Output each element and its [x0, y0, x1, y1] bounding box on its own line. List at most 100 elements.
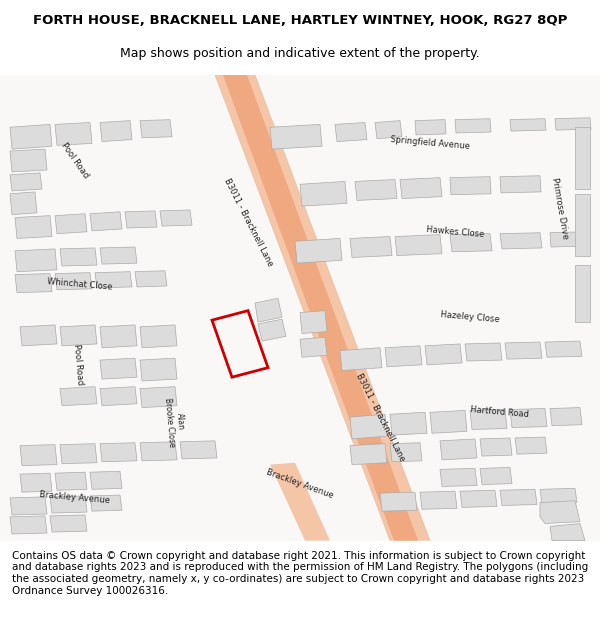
Polygon shape	[300, 338, 327, 357]
Polygon shape	[510, 409, 547, 428]
Polygon shape	[100, 358, 137, 379]
Polygon shape	[55, 122, 92, 146]
Text: Contains OS data © Crown copyright and database right 2021. This information is : Contains OS data © Crown copyright and d…	[12, 551, 588, 596]
Text: Primrose Drive: Primrose Drive	[550, 176, 570, 239]
Polygon shape	[480, 438, 512, 456]
Text: B3011 - Bracknell Lane: B3011 - Bracknell Lane	[222, 177, 274, 268]
Polygon shape	[20, 444, 57, 466]
Polygon shape	[180, 441, 217, 459]
Polygon shape	[100, 325, 137, 348]
Polygon shape	[420, 491, 457, 509]
Polygon shape	[270, 462, 330, 541]
Polygon shape	[60, 387, 97, 406]
Polygon shape	[258, 319, 286, 341]
Polygon shape	[500, 232, 542, 249]
Polygon shape	[125, 211, 157, 228]
Polygon shape	[20, 325, 57, 346]
Text: Map shows position and indicative extent of the property.: Map shows position and indicative extent…	[120, 48, 480, 61]
Polygon shape	[15, 216, 52, 239]
Polygon shape	[540, 488, 577, 504]
Polygon shape	[15, 249, 57, 272]
Polygon shape	[90, 471, 122, 489]
Polygon shape	[60, 325, 97, 346]
Polygon shape	[100, 387, 137, 406]
Polygon shape	[390, 412, 427, 435]
Polygon shape	[440, 468, 477, 486]
Text: FORTH HOUSE, BRACKNELL LANE, HARTLEY WINTNEY, HOOK, RG27 8QP: FORTH HOUSE, BRACKNELL LANE, HARTLEY WIN…	[33, 14, 567, 28]
Polygon shape	[470, 409, 507, 429]
Polygon shape	[395, 234, 442, 256]
Text: Hawkes Close: Hawkes Close	[425, 225, 484, 239]
Polygon shape	[215, 75, 430, 541]
Polygon shape	[90, 495, 122, 511]
Polygon shape	[20, 473, 52, 492]
Polygon shape	[10, 124, 52, 149]
Polygon shape	[55, 272, 92, 290]
Polygon shape	[95, 272, 132, 288]
Polygon shape	[140, 442, 177, 461]
Polygon shape	[300, 181, 347, 206]
Polygon shape	[375, 121, 402, 139]
Polygon shape	[505, 342, 542, 359]
Polygon shape	[50, 496, 87, 513]
Polygon shape	[500, 489, 537, 506]
Text: Hartford Road: Hartford Road	[470, 405, 530, 419]
Polygon shape	[295, 239, 342, 263]
Polygon shape	[550, 408, 582, 426]
Polygon shape	[385, 346, 422, 367]
Polygon shape	[575, 194, 590, 256]
Polygon shape	[450, 234, 492, 252]
Polygon shape	[460, 490, 497, 508]
Polygon shape	[415, 119, 446, 135]
Polygon shape	[350, 414, 387, 439]
Polygon shape	[335, 122, 367, 141]
Polygon shape	[140, 387, 177, 408]
Polygon shape	[575, 127, 590, 189]
Polygon shape	[340, 348, 382, 371]
Text: B3011 - Bracknell Lane: B3011 - Bracknell Lane	[354, 371, 406, 462]
Polygon shape	[430, 411, 467, 433]
Polygon shape	[300, 311, 327, 334]
Polygon shape	[135, 271, 167, 287]
Polygon shape	[60, 248, 97, 266]
Polygon shape	[555, 118, 591, 130]
Text: Springfield Avenue: Springfield Avenue	[390, 136, 470, 151]
Polygon shape	[140, 325, 177, 348]
Text: Whinchat Close: Whinchat Close	[47, 277, 113, 291]
Text: Pool Road: Pool Road	[72, 344, 84, 386]
Polygon shape	[455, 119, 491, 133]
Polygon shape	[380, 492, 417, 511]
Polygon shape	[500, 176, 541, 193]
Text: Brackley Avenue: Brackley Avenue	[40, 490, 110, 506]
Polygon shape	[140, 119, 172, 138]
Polygon shape	[350, 444, 387, 464]
Polygon shape	[10, 192, 37, 214]
Polygon shape	[223, 75, 418, 541]
Polygon shape	[350, 236, 392, 258]
Polygon shape	[10, 149, 47, 172]
Polygon shape	[550, 524, 585, 541]
Polygon shape	[270, 124, 322, 149]
Polygon shape	[10, 173, 42, 191]
Polygon shape	[540, 501, 580, 524]
Polygon shape	[50, 515, 87, 532]
Text: Alan
Brooke Close: Alan Brooke Close	[163, 396, 187, 448]
Text: Pool Road: Pool Road	[59, 141, 91, 180]
Polygon shape	[15, 274, 52, 292]
Polygon shape	[10, 497, 47, 515]
Polygon shape	[140, 358, 177, 381]
Polygon shape	[55, 214, 87, 234]
Polygon shape	[10, 516, 47, 534]
Polygon shape	[515, 437, 547, 454]
Polygon shape	[100, 247, 137, 264]
Polygon shape	[545, 341, 582, 357]
Polygon shape	[60, 444, 97, 464]
Polygon shape	[255, 298, 282, 322]
Polygon shape	[55, 472, 87, 490]
Polygon shape	[100, 121, 132, 141]
Text: Hazeley Close: Hazeley Close	[440, 310, 500, 324]
Polygon shape	[510, 119, 546, 131]
Polygon shape	[90, 212, 122, 231]
Polygon shape	[575, 265, 590, 322]
Polygon shape	[160, 210, 192, 226]
